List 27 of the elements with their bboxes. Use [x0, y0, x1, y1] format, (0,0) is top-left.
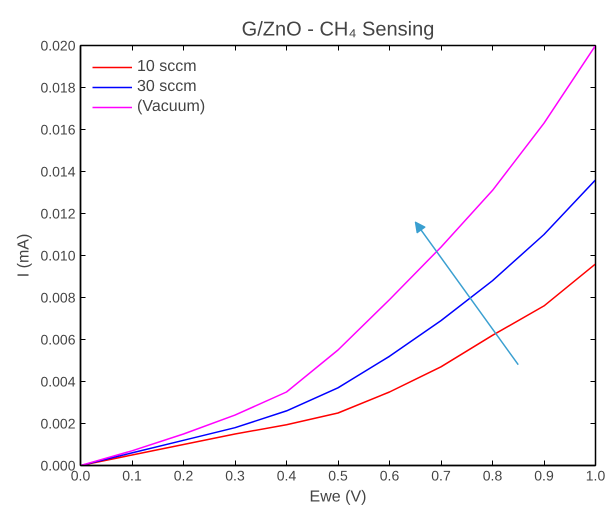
x-tick-label: 0.4 — [276, 468, 296, 484]
legend-label: 30 sccm — [137, 78, 197, 96]
y-tick-label: 0.010 — [40, 248, 76, 264]
y-tick-label: 0.014 — [40, 164, 76, 180]
y-tick-label: 0.004 — [40, 374, 76, 390]
x-axis-title: Ewe (V) — [310, 488, 366, 506]
chart-title: G/ZnO - CH₄ Sensing — [242, 18, 434, 40]
legend-label: 10 sccm — [137, 58, 197, 76]
x-tick-label: 0.6 — [380, 468, 400, 484]
x-tick-label: 0.3 — [225, 468, 245, 484]
y-tick-label: 0.006 — [40, 332, 76, 348]
y-tick-label: 0.002 — [40, 416, 76, 432]
y-tick-label: 0.012 — [40, 206, 76, 222]
x-tick-label: 0.2 — [174, 468, 194, 484]
x-tick-label: 0.1 — [122, 468, 142, 484]
x-tick-label: 0.5 — [328, 468, 348, 484]
y-tick-label: 0.016 — [40, 122, 76, 138]
x-tick-label: 0.7 — [431, 468, 451, 484]
x-tick-label: 1.0 — [586, 468, 606, 484]
y-tick-label: 0.008 — [40, 290, 76, 306]
x-tick-label: 0.9 — [534, 468, 554, 484]
line-series — [80, 46, 596, 466]
y-tick-label: 0.020 — [40, 38, 76, 54]
legend-label: (Vacuum) — [137, 98, 206, 116]
y-tick-label: 0.018 — [40, 80, 76, 96]
x-tick-label: 0.8 — [482, 468, 502, 484]
y-axis-title: I (mA) — [15, 234, 32, 278]
